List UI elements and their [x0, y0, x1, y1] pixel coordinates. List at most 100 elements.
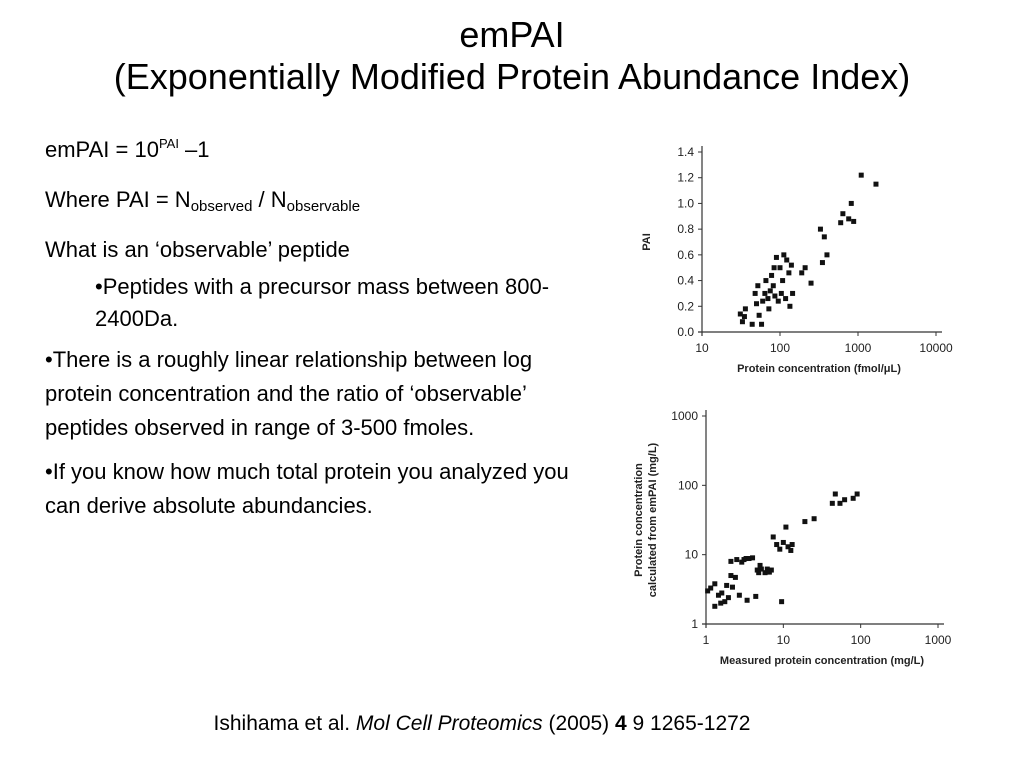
data-point	[724, 582, 730, 588]
data-point	[780, 278, 786, 284]
data-point	[739, 559, 745, 565]
y-tick-label: 10	[685, 548, 699, 562]
x-axis-label: Protein concentration (fmol/μL)	[737, 363, 901, 375]
data-point	[732, 574, 738, 580]
data-point	[781, 252, 787, 258]
formula-exponent: PAI	[158, 136, 179, 151]
data-point	[728, 573, 734, 579]
pai-vs-concentration-chart: 0.0 0.2 0.4 0.6 0.8 1.0 1.2 1.4 10 100 1000 10000 Pr…	[641, 145, 953, 375]
data-point	[783, 524, 789, 530]
data-point	[759, 321, 765, 327]
data-point	[754, 301, 760, 307]
x-tick-label: 100	[851, 633, 871, 647]
data-point	[764, 566, 770, 572]
data-point	[734, 557, 740, 563]
slide-body: emPAI = 10PAI –1 Where PAI = Nobserved /…	[45, 133, 625, 533]
data-point	[802, 265, 808, 271]
data-point	[802, 519, 808, 525]
data-point	[787, 303, 793, 309]
y-tick-label: 0.0	[677, 325, 694, 339]
data-point	[819, 260, 825, 266]
x-axis-label: Measured protein concentration (mg/L)	[720, 655, 924, 667]
data-point	[756, 570, 762, 576]
data-point	[715, 592, 721, 598]
data-point	[838, 220, 844, 226]
data-point	[824, 252, 830, 258]
y-tick-label: 1	[691, 617, 698, 631]
data-point	[783, 296, 789, 302]
data-point	[756, 312, 762, 318]
data-point	[785, 544, 791, 550]
data-point	[832, 491, 838, 497]
data-point	[708, 585, 714, 591]
y-axis-label: Protein concentration calculated from emP…	[633, 442, 659, 597]
data-point	[729, 584, 735, 590]
title-line-1: emPAI	[459, 14, 565, 55]
data-point	[766, 306, 772, 312]
data-point	[765, 296, 771, 302]
data-point	[746, 556, 752, 562]
data-point	[762, 290, 768, 296]
data-point	[705, 588, 711, 594]
data-point	[737, 311, 743, 317]
journal-volume: 4	[615, 712, 627, 735]
question-text: What is an ‘observable’ peptide	[45, 237, 350, 262]
data-point	[754, 567, 760, 573]
x-tick-label: 100	[770, 341, 790, 355]
y-tick-label: 0.8	[677, 222, 694, 236]
data-point	[736, 592, 742, 598]
data-point	[725, 595, 731, 601]
slide-title: emPAI (Exponentially Modified Protein Ab…	[0, 14, 1024, 98]
data-point	[743, 556, 749, 562]
data-point	[767, 288, 773, 294]
data-point	[749, 321, 755, 327]
title-line-2: (Exponentially Modified Protein Abundanc…	[113, 56, 911, 97]
data-point	[788, 262, 794, 268]
data-point	[752, 290, 758, 296]
data-point	[808, 280, 814, 286]
data-point	[753, 593, 759, 599]
data-point	[821, 234, 827, 240]
y-axis-label: PAI	[641, 233, 653, 251]
subscript-observable: observable	[286, 198, 361, 215]
y-tick-label: 0.4	[677, 274, 694, 288]
y-tick-label: 100	[678, 478, 698, 492]
data-point	[744, 597, 750, 603]
data-point	[851, 218, 857, 224]
data-point	[777, 265, 783, 271]
data-point	[858, 172, 864, 178]
data-point	[789, 542, 795, 548]
y-tick-label: 1000	[671, 409, 698, 423]
y-tick-label: 0.6	[677, 248, 694, 262]
y-tick-label: 1.4	[677, 145, 694, 159]
data-point	[741, 314, 747, 320]
data-point	[772, 293, 778, 299]
bullet-linear-relationship: •There is a roughly linear relationship …	[45, 347, 533, 440]
data-point	[778, 290, 784, 296]
data-point	[774, 542, 780, 548]
data-point	[854, 491, 860, 497]
data-point	[811, 516, 817, 522]
data-point	[758, 566, 764, 572]
data-point	[840, 211, 846, 217]
data-point	[712, 603, 718, 609]
data-point	[768, 567, 774, 573]
y-tick-label: 1.0	[677, 196, 694, 210]
journal-name: Mol Cell Proteomics	[355, 712, 543, 735]
x-tick-label: 1000	[925, 633, 952, 647]
subscript-observed: observed	[190, 198, 253, 215]
data-point	[788, 547, 794, 553]
y-tick-label: 0.2	[677, 299, 694, 313]
data-point	[786, 270, 792, 276]
data-point	[817, 226, 823, 232]
data-point	[780, 539, 786, 545]
data-point	[722, 599, 728, 605]
x-tick-label: 10	[695, 341, 709, 355]
data-point	[779, 599, 785, 605]
pai-definition: Where PAI = Nobserved / Nobservable	[45, 187, 361, 215]
data-point	[799, 270, 805, 276]
citation: Ishihama et al. Mol Cell Proteomics (200…	[213, 712, 751, 735]
data-point	[750, 555, 756, 561]
data-point	[739, 319, 745, 325]
